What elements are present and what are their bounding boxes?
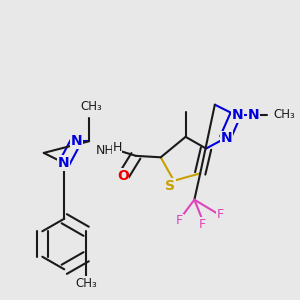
Text: NH: NH xyxy=(96,143,115,157)
Text: N: N xyxy=(221,131,232,145)
Text: N: N xyxy=(58,156,69,170)
Text: O: O xyxy=(117,169,129,183)
Text: CH₃: CH₃ xyxy=(81,100,102,112)
Text: H: H xyxy=(112,141,122,154)
Text: S: S xyxy=(165,179,175,193)
Text: F: F xyxy=(217,208,224,221)
Text: N: N xyxy=(71,134,82,148)
Text: F: F xyxy=(176,214,183,227)
Text: F: F xyxy=(199,218,206,231)
Text: CH₃: CH₃ xyxy=(273,108,295,122)
Text: CH₃: CH₃ xyxy=(75,277,97,290)
Text: N: N xyxy=(248,108,259,122)
Text: N: N xyxy=(232,108,243,122)
